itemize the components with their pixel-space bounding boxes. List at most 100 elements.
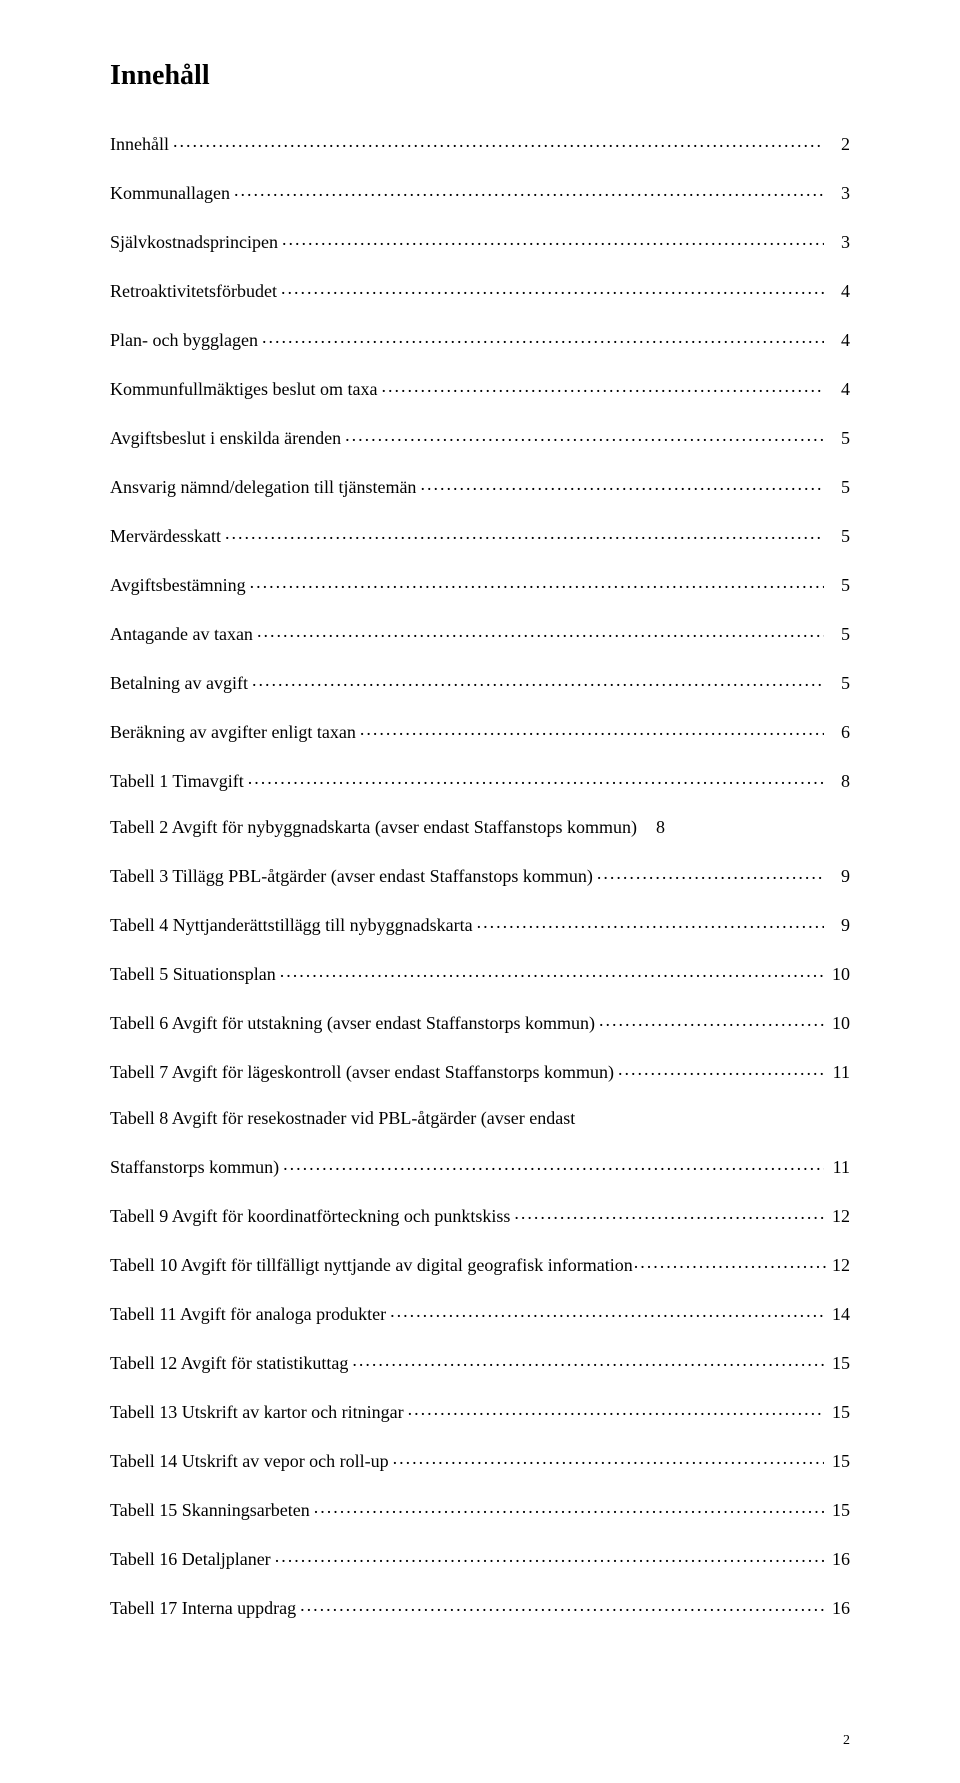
toc-label: Beräkning av avgifter enligt taxan xyxy=(110,723,356,741)
toc-entry[interactable]: Plan- och bygglagen 4 xyxy=(110,328,850,349)
toc-page-ref: 12 xyxy=(828,1256,850,1274)
toc-entry[interactable]: Tabell 11 Avgift för analoga produkter 14 xyxy=(110,1302,850,1323)
toc-leader xyxy=(420,475,824,493)
toc-entry[interactable]: Retroaktivitetsförbudet 4 xyxy=(110,279,850,300)
page-title: Innehåll xyxy=(110,60,850,92)
toc-page-ref: 15 xyxy=(828,1354,850,1372)
toc-label: Tabell 12 Avgift för statistikuttag xyxy=(110,1354,348,1372)
toc-label: Mervärdesskatt xyxy=(110,527,221,545)
toc-entry[interactable]: Tabell 9 Avgift för koordinatförteckning… xyxy=(110,1204,850,1225)
toc-label: Tabell 16 Detaljplaner xyxy=(110,1550,271,1568)
toc-entry[interactable]: Ansvarig nämnd/delegation till tjänstemä… xyxy=(110,475,850,496)
toc-entry[interactable]: Tabell 16 Detaljplaner 16 xyxy=(110,1547,850,1568)
toc-page-ref: 4 xyxy=(828,282,850,300)
toc-entry[interactable]: Tabell 7 Avgift för lägeskontroll (avser… xyxy=(110,1060,850,1081)
toc-leader xyxy=(262,328,824,346)
toc-page-ref: 5 xyxy=(828,674,850,692)
toc-label: Tabell 10 Avgift för tillfälligt nyttjan… xyxy=(110,1256,633,1274)
toc-page-ref: 8 xyxy=(643,818,665,836)
toc-page-ref: 2 xyxy=(828,135,850,153)
toc-page-ref: 5 xyxy=(828,625,850,643)
toc-label: Avgiftsbeslut i enskilda ärenden xyxy=(110,429,341,447)
toc-leader xyxy=(225,524,824,542)
toc-label: Staffanstorps kommun) xyxy=(110,1158,279,1176)
toc-entry[interactable]: Antagande av taxan 5 xyxy=(110,622,850,643)
toc-entry[interactable]: Kommunallagen3 xyxy=(110,181,850,202)
toc-leader xyxy=(283,1155,824,1173)
toc-entry[interactable]: Beräkning av avgifter enligt taxan 6 xyxy=(110,720,850,741)
toc-leader xyxy=(514,1204,824,1222)
toc-page-ref: 4 xyxy=(828,331,850,349)
toc-label: Kommunfullmäktiges beslut om taxa xyxy=(110,380,377,398)
toc-entry[interactable]: Avgiftsbeslut i enskilda ärenden5 xyxy=(110,426,850,447)
toc-leader xyxy=(360,720,824,738)
toc-entry[interactable]: Tabell 6 Avgift för utstakning (avser en… xyxy=(110,1011,850,1032)
toc-entry[interactable]: Betalning av avgift 5 xyxy=(110,671,850,692)
toc-leader xyxy=(408,1400,824,1418)
toc-label: Tabell 7 Avgift för lägeskontroll (avser… xyxy=(110,1063,614,1081)
toc-label: Plan- och bygglagen xyxy=(110,331,258,349)
toc-page-ref: 5 xyxy=(828,576,850,594)
toc-label: Betalning av avgift xyxy=(110,674,248,692)
toc-leader xyxy=(352,1351,824,1369)
toc-entry[interactable]: Tabell 10 Avgift för tillfälligt nyttjan… xyxy=(110,1253,850,1274)
table-of-contents: Innehåll2Kommunallagen3Självkostnadsprin… xyxy=(110,132,850,1617)
toc-label: Retroaktivitetsförbudet xyxy=(110,282,277,300)
toc-entry[interactable]: Tabell 17 Interna uppdrag 16 xyxy=(110,1596,850,1617)
toc-label: Tabell 2 Avgift för nybyggnadskarta (avs… xyxy=(110,818,637,836)
toc-entry[interactable]: Tabell 14 Utskrift av vepor och roll-up1… xyxy=(110,1449,850,1470)
toc-leader xyxy=(599,1011,824,1029)
toc-label: Tabell 17 Interna uppdrag xyxy=(110,1599,296,1617)
toc-page-ref: 11 xyxy=(828,1158,850,1176)
toc-entry[interactable]: Kommunfullmäktiges beslut om taxa4 xyxy=(110,377,850,398)
toc-leader xyxy=(597,864,824,882)
toc-leader xyxy=(248,769,824,787)
page-number: 2 xyxy=(843,1733,850,1749)
toc-page-ref: 6 xyxy=(828,723,850,741)
toc-page-ref: 11 xyxy=(828,1063,850,1081)
toc-page-ref: 5 xyxy=(828,527,850,545)
toc-label: Tabell 9 Avgift för koordinatförteckning… xyxy=(110,1207,510,1225)
toc-entry[interactable]: Självkostnadsprincipen3 xyxy=(110,230,850,251)
toc-label: Tabell 15 Skanningsarbeten xyxy=(110,1501,310,1519)
toc-entry[interactable]: Tabell 2 Avgift för nybyggnadskarta (avs… xyxy=(110,818,850,836)
toc-entry[interactable]: Tabell 13 Utskrift av kartor och ritning… xyxy=(110,1400,850,1421)
toc-label: Ansvarig nämnd/delegation till tjänstemä… xyxy=(110,478,416,496)
toc-page-ref: 3 xyxy=(828,233,850,251)
toc-label: Tabell 11 Avgift för analoga produkter xyxy=(110,1305,386,1323)
toc-entry[interactable]: Tabell 3 Tillägg PBL-åtgärder (avser end… xyxy=(110,864,850,885)
toc-leader xyxy=(345,426,824,444)
toc-label: Kommunallagen xyxy=(110,184,230,202)
toc-leader xyxy=(381,377,824,395)
toc-page-ref: 5 xyxy=(828,478,850,496)
toc-page-ref: 15 xyxy=(828,1501,850,1519)
toc-entry[interactable]: Tabell 4 Nyttjanderättstillägg till nyby… xyxy=(110,913,850,934)
toc-page-ref: 12 xyxy=(828,1207,850,1225)
toc-entry[interactable]: Tabell 1 Timavgift8 xyxy=(110,769,850,790)
toc-entry[interactable]: Avgiftsbestämning 5 xyxy=(110,573,850,594)
toc-page-ref: 16 xyxy=(828,1599,850,1617)
toc-entry[interactable]: Mervärdesskatt 5 xyxy=(110,524,850,545)
toc-label: Tabell 8 Avgift för resekostnader vid PB… xyxy=(110,1109,850,1127)
toc-label: Tabell 5 Situationsplan xyxy=(110,965,276,983)
toc-leader xyxy=(282,230,824,248)
toc-page-ref: 15 xyxy=(828,1452,850,1470)
toc-leader xyxy=(390,1302,824,1320)
toc-entry[interactable]: Tabell 8 Avgift för resekostnader vid PB… xyxy=(110,1109,850,1176)
toc-leader xyxy=(275,1547,824,1565)
toc-page-ref: 9 xyxy=(828,867,850,885)
toc-leader xyxy=(634,1253,827,1271)
toc-page-ref: 16 xyxy=(828,1550,850,1568)
toc-page-ref: 8 xyxy=(828,772,850,790)
toc-entry[interactable]: Tabell 15 Skanningsarbeten 15 xyxy=(110,1498,850,1519)
toc-label: Antagande av taxan xyxy=(110,625,253,643)
toc-label: Avgiftsbestämning xyxy=(110,576,246,594)
toc-leader xyxy=(618,1060,824,1078)
toc-entry[interactable]: Innehåll 2 xyxy=(110,132,850,153)
toc-label: Innehåll xyxy=(110,135,169,153)
toc-leader xyxy=(173,132,824,150)
toc-entry[interactable]: Tabell 12 Avgift för statistikuttag 15 xyxy=(110,1351,850,1372)
toc-leader xyxy=(314,1498,824,1516)
toc-page-ref: 14 xyxy=(828,1305,850,1323)
toc-entry[interactable]: Tabell 5 Situationsplan10 xyxy=(110,962,850,983)
